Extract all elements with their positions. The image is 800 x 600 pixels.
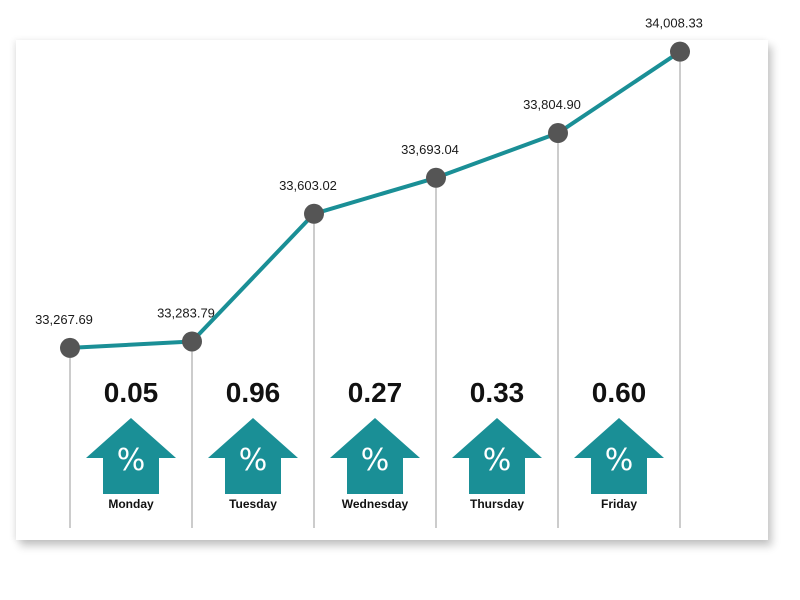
- up-arrow-icon: [452, 418, 542, 494]
- day-label: Thursday: [470, 497, 524, 511]
- day-label: Wednesday: [342, 497, 409, 511]
- value-label: 33,693.04: [401, 142, 459, 157]
- day-label: Friday: [601, 497, 637, 511]
- daily-change-block: 0.05% Monday: [86, 377, 176, 511]
- value-label: 33,267.69: [35, 312, 93, 327]
- up-arrow-icon: [330, 418, 420, 494]
- daily-change-block: 0.96% Tuesday: [208, 377, 298, 511]
- series-line: [68, 49, 682, 350]
- percent-sign: %: [117, 443, 146, 478]
- data-point: [304, 203, 324, 224]
- percent-sign: %: [605, 443, 634, 478]
- value-label: 33,283.79: [157, 305, 215, 320]
- change-value: 0.96: [226, 377, 281, 408]
- data-point: [426, 167, 446, 188]
- data-point: [182, 331, 202, 352]
- percent-sign: %: [239, 443, 268, 478]
- percent-sign: %: [361, 443, 390, 478]
- daily-change-block: 0.33% Thursday: [452, 377, 542, 511]
- up-arrow-icon: [86, 418, 176, 494]
- day-label: Tuesday: [229, 497, 277, 511]
- up-arrow-icon: [574, 418, 664, 494]
- change-value: 0.60: [592, 377, 647, 408]
- value-label: 34,008.33: [645, 16, 703, 31]
- percent-sign: %: [483, 443, 512, 478]
- daily-change-block: 0.27% Wednesday: [330, 377, 420, 511]
- data-point: [548, 123, 568, 144]
- daily-change-block: 0.60% Friday: [574, 377, 664, 511]
- change-value: 0.33: [470, 377, 525, 408]
- data-point: [60, 337, 80, 358]
- value-label: 33,603.02: [279, 178, 337, 193]
- value-label: 33,804.90: [523, 97, 581, 112]
- data-point: [670, 41, 690, 62]
- change-value: 0.05: [104, 377, 159, 408]
- up-arrow-icon: [208, 418, 298, 494]
- change-value: 0.27: [348, 377, 403, 408]
- day-label: Monday: [108, 497, 154, 511]
